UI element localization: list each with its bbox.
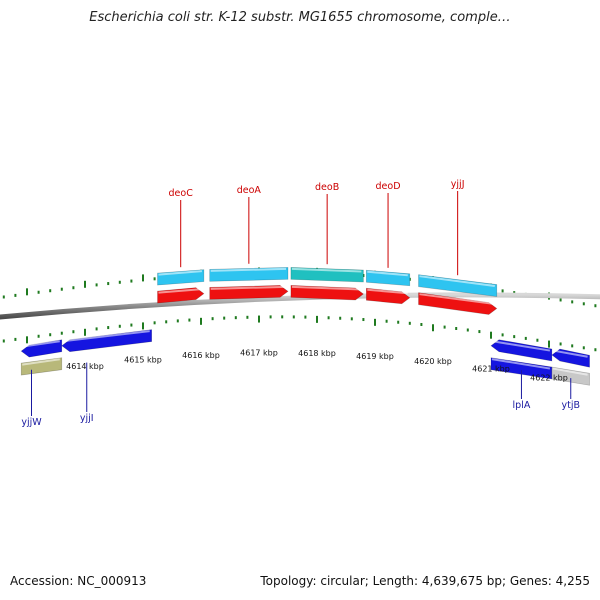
gene-yjjI[interactable] — [61, 329, 152, 353]
gene-yjjW[interactable] — [20, 339, 63, 358]
cds-yjjW-highlight — [22, 358, 60, 366]
cds-deoD-highlight — [367, 288, 408, 295]
label-deoB: deoB — [315, 182, 339, 193]
cds-ytjB[interactable] — [551, 366, 590, 386]
label-deoA: deoA — [237, 185, 262, 196]
label-deoD: deoD — [376, 181, 401, 192]
cds-lplA-highlight — [491, 358, 551, 370]
accession-text: Accession: NC_000913 — [10, 574, 147, 588]
scale-label: 4617 kbp — [240, 349, 278, 358]
gene-yjjW-highlight — [22, 340, 60, 348]
scale-label: 4615 kbp — [124, 355, 162, 364]
feature-track[interactable] — [20, 267, 600, 386]
scale-label: 4622 kbp — [530, 374, 568, 383]
gene-yjjJ[interactable] — [418, 274, 498, 297]
chromosome-backbone — [0, 292, 600, 320]
gene-yjjI-highlight — [62, 330, 150, 343]
gene-ytjB[interactable] — [551, 348, 590, 368]
gene-deoA-highlight — [210, 267, 287, 272]
cds-deoA-highlight — [210, 285, 287, 290]
cds-deoB-highlight — [291, 285, 362, 291]
label-ytjB: ytjB — [561, 400, 580, 411]
gene-lplA[interactable] — [490, 339, 553, 362]
map-title: Escherichia coli str. K-12 substr. MG165… — [89, 10, 511, 25]
cds-deoC-highlight — [158, 288, 202, 294]
label-yjjW: yjjW — [21, 417, 42, 428]
scale-ticks-inner — [2, 315, 597, 352]
summary-text: Topology: circular; Length: 4,639,675 bp… — [260, 574, 590, 588]
label-lplA: lplA — [513, 400, 531, 411]
scale-label: 4614 kbp — [66, 362, 104, 371]
scale-labels: 4614 kbp 4615 kbp 4616 kbp 4617 kbp 4618 kbp… — [66, 349, 568, 383]
gene-lplA-highlight — [491, 340, 551, 352]
gene-ytjB-highlight — [552, 349, 588, 358]
cds-lplA[interactable] — [490, 357, 553, 380]
gene-deoC-highlight — [158, 270, 202, 276]
label-yjjI: yjjI — [80, 413, 94, 424]
gene-labels: deoC deoA deoB deoD yjjJ yjjW yjjI lplA ytjB — [21, 179, 580, 428]
scale-label: 4618 kbp — [298, 349, 336, 358]
gene-yjjJ-highlight — [419, 275, 495, 288]
cds-yjjJ-highlight — [419, 293, 495, 306]
gene-deoD-highlight — [367, 270, 408, 277]
cds-ytjB-highlight — [552, 367, 588, 376]
gene-deoB-highlight — [291, 267, 362, 273]
label-deoC: deoC — [169, 188, 194, 199]
scale-label: 4620 kbp — [414, 357, 452, 366]
label-yjjJ: yjjJ — [451, 179, 465, 190]
scale-label: 4616 kbp — [182, 351, 220, 360]
scale-label: 4619 kbp — [356, 352, 394, 361]
scale-label: 4621 kbp — [472, 365, 510, 374]
